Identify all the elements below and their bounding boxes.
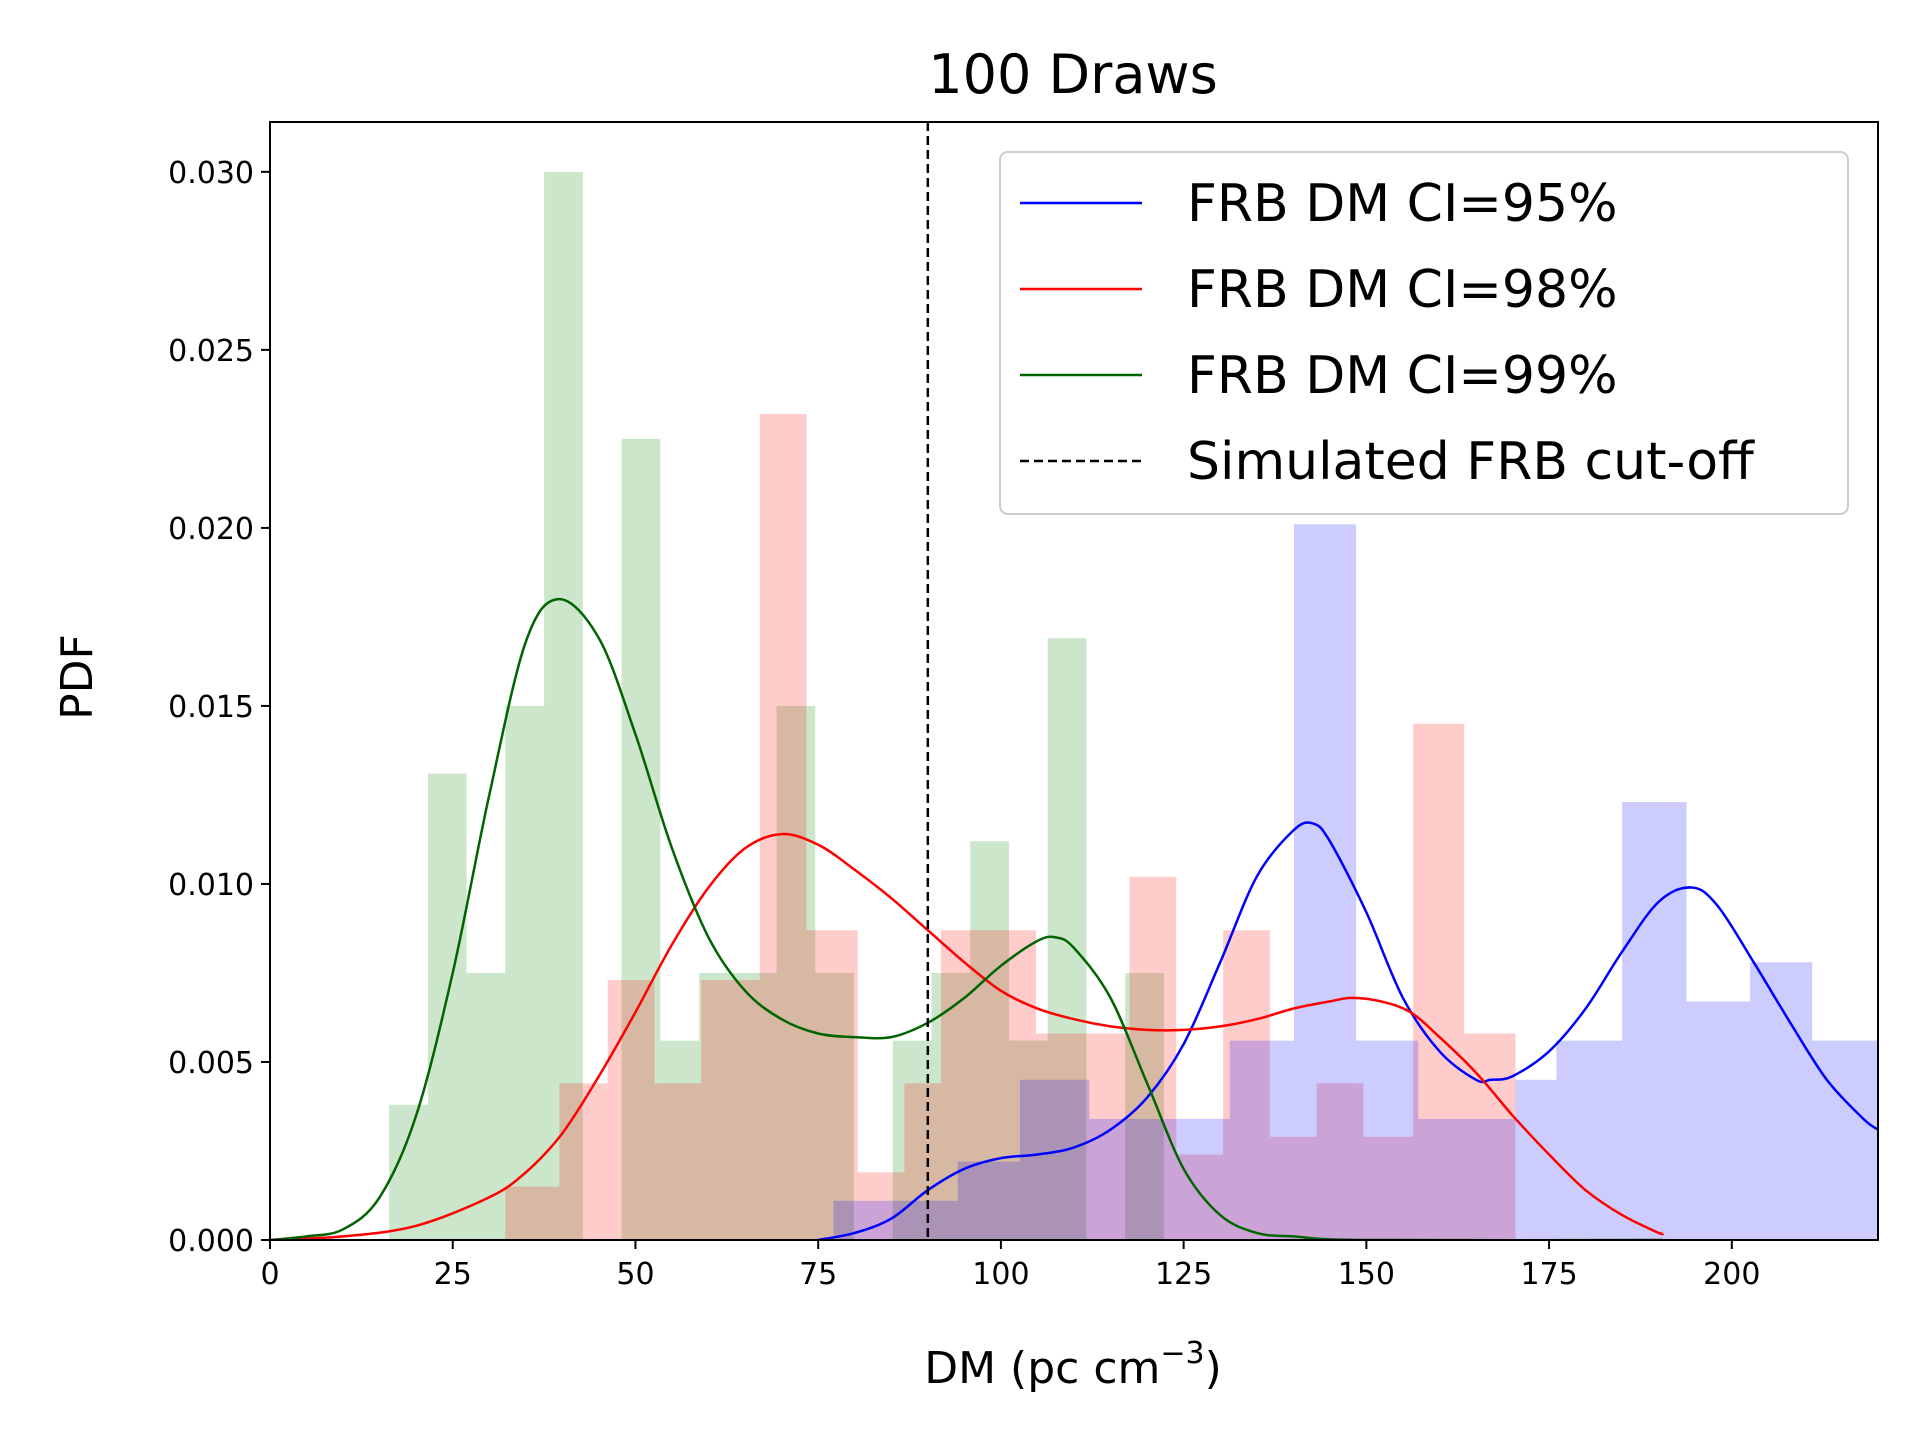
x-tick-label: 100 xyxy=(972,1257,1029,1292)
x-axis-title-close: ) xyxy=(1205,1343,1222,1394)
legend: FRB DM CI=95% FRB DM CI=98% FRB DM CI=99% S… xyxy=(999,151,1849,515)
histogram-bar-2-12 xyxy=(1556,1040,1623,1240)
legend-label-3: Simulated FRB cut-off xyxy=(1187,432,1755,492)
histogram-bar-1-10 xyxy=(989,930,1036,1240)
plot-frame xyxy=(269,121,1879,1241)
histogram-bar-1-3 xyxy=(654,1083,702,1240)
histogram-bar-1-19 xyxy=(1413,723,1465,1240)
histogram-bar-1-4 xyxy=(701,980,760,1240)
histogram-bar-2-7 xyxy=(1294,524,1357,1240)
legend-label-2: FRB DM CI=99% xyxy=(1187,346,1617,406)
legend-label-0: FRB DM CI=95% xyxy=(1187,174,1617,234)
histogram-bar-1-16 xyxy=(1269,1136,1317,1240)
x-axis-title-superscript: −3 xyxy=(1160,1336,1204,1371)
y-axis-title: PDF xyxy=(52,634,103,720)
histogram-bar-1-8 xyxy=(904,1083,941,1240)
histogram-bar-0-13 xyxy=(892,1040,932,1240)
y-tick-label: 0.005 xyxy=(168,1046,254,1081)
histogram-bar-2-16 xyxy=(1812,1040,1878,1240)
legend-box xyxy=(999,151,1849,515)
y-tick-label: 0.020 xyxy=(168,512,254,547)
x-axis-title-main: DM (pc cm xyxy=(924,1343,1160,1394)
histogram-bar-2-15 xyxy=(1750,962,1813,1240)
histogram-bar-1-17 xyxy=(1316,1083,1364,1240)
x-tick-label: 50 xyxy=(616,1257,654,1292)
chart-title: 100 Draws xyxy=(928,43,1217,106)
x-axis-ticks: 0 25 50 75 100 125 150 175 200 xyxy=(260,1240,1760,1292)
histogram-bar-0-0 xyxy=(389,1104,428,1240)
histogram-bar-2-8 xyxy=(1356,1040,1419,1240)
histogram-bar-2-9 xyxy=(1418,1118,1481,1240)
histogram-bar-0-17 xyxy=(1047,638,1087,1240)
histogram-bar-1-1 xyxy=(559,1083,608,1240)
histogram-bar-0-11 xyxy=(815,972,854,1240)
histogram-bar-0-15 xyxy=(970,841,1009,1240)
y-axis-ticks: 0.000 0.005 0.010 0.015 0.020 0.025 0.030 xyxy=(168,156,270,1259)
x-tick-label: 25 xyxy=(434,1257,472,1292)
x-tick-label: 175 xyxy=(1520,1257,1577,1292)
histogram-bar-1-5 xyxy=(759,413,807,1240)
histogram-bar-2-4 xyxy=(1089,1118,1174,1240)
x-tick-label: 200 xyxy=(1703,1257,1760,1292)
histogram-bar-1-2 xyxy=(607,980,655,1240)
series-line-layer xyxy=(270,597,1878,1240)
histogram-bar-1-0 xyxy=(505,1186,560,1240)
series-line-1 xyxy=(270,832,1665,1240)
x-tick-label: 0 xyxy=(260,1257,279,1292)
y-tick-label: 0.025 xyxy=(168,334,254,369)
series-line-2 xyxy=(270,597,1663,1240)
histogram-bar-1-18 xyxy=(1363,1136,1414,1240)
x-axis-title: DM (pc cm−3) xyxy=(924,1336,1222,1394)
histogram-bar-2-3 xyxy=(1019,1079,1090,1240)
x-tick-label: 150 xyxy=(1338,1257,1395,1292)
histogram-bar-2-11 xyxy=(1515,1079,1557,1240)
histogram-bar-1-6 xyxy=(806,930,858,1240)
histogram-bar-0-8 xyxy=(699,972,738,1240)
histogram-bar-0-6 xyxy=(621,438,661,1240)
histogram-layer xyxy=(389,171,1878,1240)
histogram-bar-2-2 xyxy=(957,1161,1020,1240)
histogram-bar-2-14 xyxy=(1686,1001,1751,1240)
histogram-bar-2-10 xyxy=(1480,1118,1516,1240)
y-tick-label: 0.010 xyxy=(168,868,254,903)
histogram-bar-1-15 xyxy=(1223,930,1270,1240)
x-tick-label: 75 xyxy=(799,1257,837,1292)
histogram-bar-0-4 xyxy=(544,171,583,1240)
histogram-bar-0-1 xyxy=(427,773,467,1240)
histogram-bar-0-7 xyxy=(660,1040,700,1240)
histogram-bar-0-2 xyxy=(466,972,506,1240)
histogram-bar-1-11 xyxy=(1035,1033,1083,1240)
histogram-bar-2-6 xyxy=(1229,1040,1295,1240)
histogram-bar-2-13 xyxy=(1622,802,1687,1240)
histogram-bar-0-3 xyxy=(505,705,545,1240)
y-tick-label: 0.015 xyxy=(168,690,254,725)
histogram-bar-0-10 xyxy=(776,705,816,1240)
histogram-bar-0-16 xyxy=(1008,1040,1048,1240)
y-tick-label: 0.030 xyxy=(168,156,254,191)
y-tick-label: 0.000 xyxy=(168,1224,254,1259)
x-tick-label: 125 xyxy=(1155,1257,1212,1292)
histogram-bar-2-5 xyxy=(1173,1118,1230,1240)
histogram-bar-1-12 xyxy=(1082,1033,1130,1240)
histogram-bar-0-9 xyxy=(737,972,777,1240)
legend-label-1: FRB DM CI=98% xyxy=(1187,260,1617,320)
series-line-0 xyxy=(817,821,1878,1240)
